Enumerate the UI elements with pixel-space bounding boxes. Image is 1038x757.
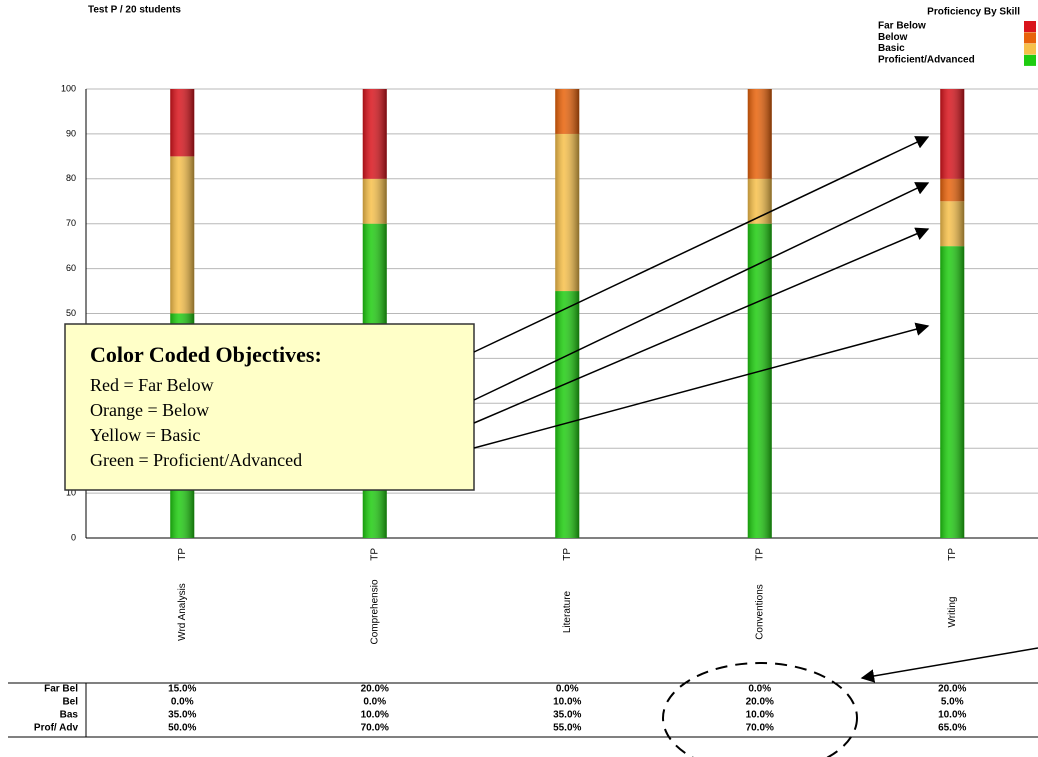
legend-label: Far Below	[878, 21, 926, 32]
table-cell: 35.0%	[168, 710, 196, 721]
legend-swatch	[1024, 43, 1036, 55]
bar-shade	[747, 89, 772, 179]
bar-shade	[170, 156, 195, 314]
legend-label: Basic	[878, 43, 905, 54]
x-tick-label: Comprehensio	[369, 579, 380, 644]
table-row-label: Bas	[60, 710, 79, 721]
bar-shade	[747, 223, 772, 538]
subtitle: Test P / 20 students	[88, 5, 181, 16]
y-tick-label: 80	[66, 173, 76, 183]
arrow	[473, 322, 930, 449]
annotations: Color Coded Objectives: Red = Far Below …	[64, 136, 1038, 757]
table-cell: 0.0%	[748, 684, 771, 695]
bar-shade	[940, 178, 965, 202]
table-cell: 50.0%	[168, 723, 196, 734]
arrow	[473, 227, 930, 424]
table-row-label: Bel	[62, 697, 78, 708]
category-code: TP	[177, 548, 188, 561]
arrow	[473, 136, 930, 353]
table-cell: 70.0%	[361, 723, 389, 734]
table-cell: 20.0%	[746, 697, 774, 708]
bar-shade	[555, 133, 580, 292]
legend-swatch	[1024, 21, 1036, 32]
table-cell: 35.0%	[553, 710, 581, 721]
category-code: TP	[369, 548, 380, 561]
bar-shade	[940, 89, 965, 179]
arrow	[473, 182, 930, 401]
category-code: TP	[562, 548, 573, 561]
table-row-label: Far Bel	[44, 684, 78, 695]
bar-shade	[362, 89, 387, 179]
table-cell: 15.0%	[168, 684, 196, 695]
callout-line: Orange = Below	[90, 400, 209, 420]
table-cell: 55.0%	[553, 723, 581, 734]
bar-shade	[555, 89, 580, 134]
category-code: TP	[754, 548, 765, 561]
x-tick-label: Conventions	[754, 584, 765, 640]
table-cell: 70.0%	[746, 723, 774, 734]
y-tick-label: 100	[61, 83, 76, 93]
callout-title: Color Coded Objectives:	[90, 342, 322, 367]
y-tick-label: 70	[66, 218, 76, 228]
x-tick-label: Literature	[562, 590, 573, 633]
arrow	[860, 647, 1038, 683]
y-tick-label: 90	[66, 128, 76, 138]
bar-shade	[555, 291, 580, 538]
table-row-label: Prof/ Adv	[34, 723, 79, 734]
table-cell: 10.0%	[553, 697, 581, 708]
table-cell: 10.0%	[361, 710, 389, 721]
table-cell: 5.0%	[941, 697, 964, 708]
y-tick-label: 0	[71, 532, 76, 542]
bar-shade	[362, 178, 387, 224]
callout-line: Green = Proficient/Advanced	[90, 450, 302, 470]
table-cell: 0.0%	[171, 697, 194, 708]
legend-label: Proficient/Advanced	[878, 55, 975, 66]
category-code: TP	[947, 548, 958, 561]
callout-line: Yellow = Basic	[90, 425, 200, 445]
bar-shade	[170, 89, 195, 157]
highlight-ellipse	[662, 662, 858, 757]
table-cell: 20.0%	[938, 684, 966, 695]
arrows	[473, 136, 1038, 757]
legend-swatch	[1024, 54, 1036, 66]
table-cell: 65.0%	[938, 723, 966, 734]
table-cell: 20.0%	[361, 684, 389, 695]
table-cell: 0.0%	[556, 684, 579, 695]
y-tick-label: 50	[66, 308, 76, 318]
x-tick-label: Writing	[947, 597, 958, 628]
bar-shade	[940, 246, 965, 538]
y-tick-label: 10	[66, 487, 76, 497]
callout-line: Red = Far Below	[90, 375, 214, 395]
bar-shade	[940, 201, 965, 247]
callout-box	[64, 323, 475, 491]
legend-title: Proficiency By Skill	[927, 7, 1020, 18]
legend-label: Below	[878, 32, 908, 43]
legend-swatch	[1024, 32, 1036, 44]
x-tick-label: Wrd Analysis	[177, 583, 188, 641]
table-cell: 10.0%	[746, 710, 774, 721]
table-cell: 10.0%	[938, 710, 966, 721]
y-tick-label: 60	[66, 263, 76, 273]
table-cell: 0.0%	[363, 697, 386, 708]
